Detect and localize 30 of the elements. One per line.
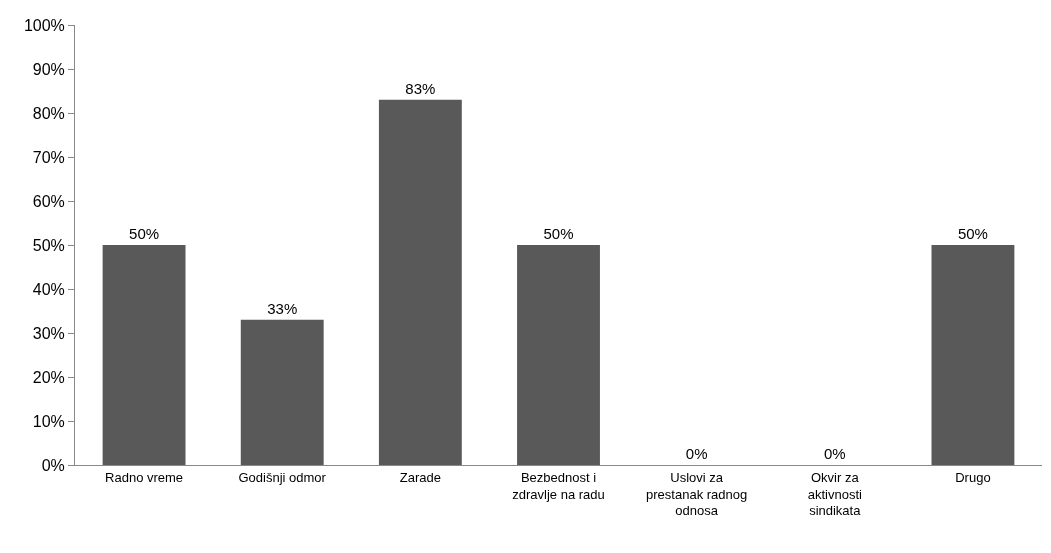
data-label: 83% xyxy=(405,79,436,97)
x-tick-label: Bezbednost i zdravlje na radu xyxy=(512,469,605,502)
data-label: 33% xyxy=(267,299,298,317)
bar xyxy=(931,245,1015,465)
data-label: 0% xyxy=(823,445,846,462)
y-tick-label: 80% xyxy=(32,104,65,122)
bar xyxy=(240,319,324,465)
bar xyxy=(517,245,600,465)
y-tick-label: 60% xyxy=(32,192,65,210)
bar xyxy=(102,245,186,465)
data-label: 0% xyxy=(685,445,708,462)
data-label: 50% xyxy=(957,225,988,242)
y-tick-label: 10% xyxy=(32,412,65,430)
y-tick-label: 50% xyxy=(32,236,65,254)
x-tick-label: Drugo xyxy=(955,469,991,485)
y-tick-label: 0% xyxy=(41,456,65,474)
y-tick-label: 90% xyxy=(32,60,65,78)
x-tick-label: Okvir za aktivnosti sindikata xyxy=(807,469,862,519)
y-tick-label: 40% xyxy=(32,280,65,298)
data-label: 50% xyxy=(543,225,574,242)
y-tick-label: 30% xyxy=(32,324,65,342)
y-tick-label: 100% xyxy=(23,16,65,34)
x-tick-label: Radno vreme xyxy=(105,469,184,485)
data-label: 50% xyxy=(129,225,160,242)
bar xyxy=(378,99,462,465)
x-tick-label: Godišnji odmor xyxy=(238,469,327,485)
x-tick-label: Zarade xyxy=(399,469,441,485)
y-tick-label: 70% xyxy=(32,148,65,166)
y-tick-label: 20% xyxy=(32,368,65,386)
x-tick-label: Uslovi za prestanak radnog odnosa xyxy=(646,469,748,519)
